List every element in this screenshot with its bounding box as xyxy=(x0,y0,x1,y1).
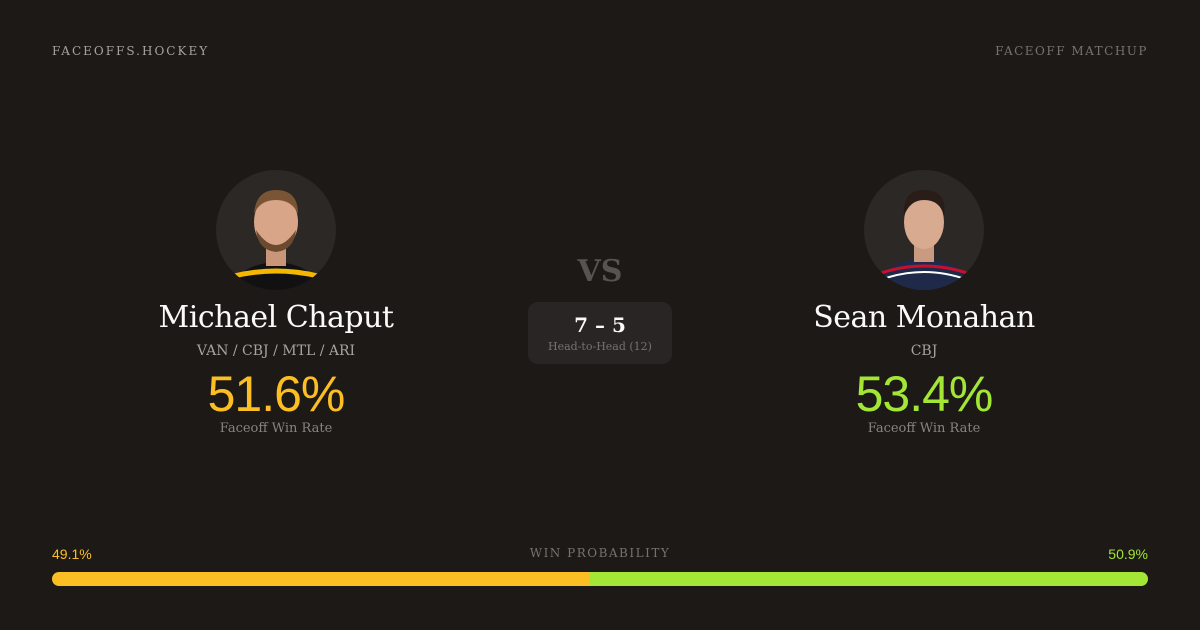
player-card-left: Michael Chaput VAN / CBJ / MTL / ARI 51.… xyxy=(96,170,456,436)
player-win-rate: 51.6% xyxy=(207,366,346,422)
player-teams: VAN / CBJ / MTL / ARI xyxy=(196,343,356,359)
win-probability-left: 49.1% xyxy=(52,546,92,562)
win-probability-left-fill xyxy=(52,572,591,586)
head-to-head-score: 7 – 5 xyxy=(574,313,626,337)
head-to-head-box: 7 – 5 Head-to-Head (12) xyxy=(528,302,672,364)
win-rate-label: Faceoff Win Rate xyxy=(219,421,333,436)
win-probability-label: WIN PROBABILITY xyxy=(529,546,671,560)
win-probability-bar xyxy=(52,572,1148,586)
win-probability-right: 50.9% xyxy=(1108,546,1148,562)
player-name[interactable]: Sean Monahan xyxy=(813,300,1035,335)
player-win-rate: 53.4% xyxy=(855,366,994,422)
page-tag: FACEOFF MATCHUP xyxy=(995,44,1148,58)
player-name[interactable]: Michael Chaput xyxy=(158,300,394,335)
win-probability-right-fill xyxy=(590,572,1148,586)
player-avatar xyxy=(216,170,336,290)
win-rate-label: Faceoff Win Rate xyxy=(867,421,981,436)
vs-label: VS xyxy=(577,254,623,289)
player-teams: CBJ xyxy=(910,343,938,359)
player-avatar xyxy=(864,170,984,290)
site-brand[interactable]: FACEOFFS.HOCKEY xyxy=(52,44,210,58)
head-to-head-label: Head-to-Head (12) xyxy=(548,340,652,353)
player-card-right: Sean Monahan CBJ 53.4% Faceoff Win Rate xyxy=(744,170,1104,436)
